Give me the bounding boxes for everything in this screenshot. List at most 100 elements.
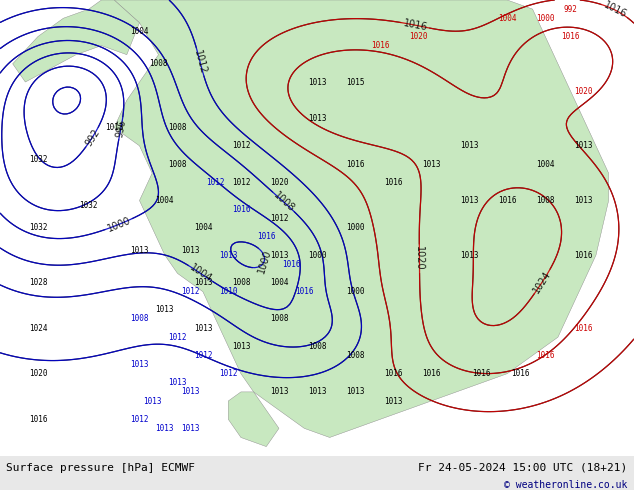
Text: 1013: 1013 bbox=[574, 196, 593, 205]
Text: 1012: 1012 bbox=[193, 351, 212, 360]
Text: 1008: 1008 bbox=[346, 351, 365, 360]
Text: 992: 992 bbox=[564, 4, 578, 14]
Text: 1020: 1020 bbox=[574, 87, 593, 96]
Text: 1008: 1008 bbox=[269, 315, 288, 323]
Text: 1016: 1016 bbox=[371, 41, 390, 50]
Text: 1013: 1013 bbox=[155, 305, 174, 315]
Text: 1008: 1008 bbox=[307, 342, 327, 351]
Text: 1004: 1004 bbox=[130, 27, 149, 36]
Text: 1000: 1000 bbox=[346, 287, 365, 296]
Text: 1015: 1015 bbox=[346, 77, 365, 87]
Text: 1013: 1013 bbox=[346, 388, 365, 396]
Text: 1016: 1016 bbox=[29, 415, 48, 424]
Text: 1008: 1008 bbox=[130, 315, 149, 323]
Text: 1013: 1013 bbox=[130, 360, 149, 369]
Text: 1012: 1012 bbox=[168, 333, 187, 342]
Text: 1012: 1012 bbox=[206, 178, 225, 187]
Text: 1013: 1013 bbox=[155, 424, 174, 433]
Text: 1013: 1013 bbox=[269, 388, 288, 396]
Text: 1016: 1016 bbox=[510, 369, 529, 378]
Text: 1028: 1028 bbox=[29, 278, 48, 287]
Text: 1032: 1032 bbox=[29, 155, 48, 164]
Text: 1012: 1012 bbox=[231, 178, 250, 187]
Text: 1008: 1008 bbox=[536, 196, 555, 205]
Text: 1020: 1020 bbox=[415, 246, 425, 271]
Text: 1013: 1013 bbox=[181, 246, 200, 255]
Text: 1016: 1016 bbox=[498, 196, 517, 205]
Text: 1012: 1012 bbox=[269, 214, 288, 223]
Text: 1016: 1016 bbox=[295, 287, 314, 296]
Text: 1004: 1004 bbox=[498, 14, 517, 23]
Text: 1024: 1024 bbox=[29, 323, 48, 333]
Text: 1016: 1016 bbox=[472, 369, 491, 378]
Text: 1000: 1000 bbox=[105, 215, 132, 234]
Text: 1013: 1013 bbox=[269, 251, 288, 260]
Text: 1013: 1013 bbox=[460, 196, 479, 205]
Text: 1000: 1000 bbox=[536, 14, 555, 23]
Text: 1016: 1016 bbox=[422, 369, 441, 378]
Text: 1012: 1012 bbox=[192, 49, 208, 75]
Text: 1013: 1013 bbox=[181, 424, 200, 433]
Text: Fr 24-05-2024 15:00 UTC (18+21): Fr 24-05-2024 15:00 UTC (18+21) bbox=[418, 463, 628, 473]
Text: 1016: 1016 bbox=[231, 205, 250, 214]
Text: 1016: 1016 bbox=[257, 232, 276, 242]
Text: 1008: 1008 bbox=[168, 123, 187, 132]
Text: 1013: 1013 bbox=[105, 123, 124, 132]
Text: 1008: 1008 bbox=[271, 190, 296, 214]
Text: 1013: 1013 bbox=[460, 251, 479, 260]
Text: 1016: 1016 bbox=[536, 351, 555, 360]
Text: 1013: 1013 bbox=[307, 77, 327, 87]
Text: 1004: 1004 bbox=[188, 263, 214, 285]
Text: 1008: 1008 bbox=[149, 59, 168, 68]
Text: 1012: 1012 bbox=[130, 415, 149, 424]
Text: 1013: 1013 bbox=[193, 278, 212, 287]
Text: 1032: 1032 bbox=[29, 223, 48, 232]
Text: 1016: 1016 bbox=[282, 260, 301, 269]
Text: 1016: 1016 bbox=[574, 323, 593, 333]
Text: 1013: 1013 bbox=[130, 246, 149, 255]
Text: 1013: 1013 bbox=[460, 141, 479, 150]
Text: 1004: 1004 bbox=[269, 278, 288, 287]
Text: 1020: 1020 bbox=[409, 32, 428, 41]
Text: 1016: 1016 bbox=[384, 369, 403, 378]
Text: 1016: 1016 bbox=[402, 18, 428, 32]
Text: 1020: 1020 bbox=[29, 369, 48, 378]
Text: 1013: 1013 bbox=[193, 323, 212, 333]
Text: 1013: 1013 bbox=[143, 396, 162, 406]
Text: 1004: 1004 bbox=[155, 196, 174, 205]
Text: 1016: 1016 bbox=[602, 0, 628, 20]
Text: 1008: 1008 bbox=[231, 278, 250, 287]
Text: © weatheronline.co.uk: © weatheronline.co.uk bbox=[504, 480, 628, 490]
Text: 996: 996 bbox=[114, 118, 127, 138]
Text: 1012: 1012 bbox=[231, 141, 250, 150]
Polygon shape bbox=[13, 0, 139, 82]
Polygon shape bbox=[228, 392, 279, 446]
Text: 1012: 1012 bbox=[219, 369, 238, 378]
Text: 1010: 1010 bbox=[219, 287, 238, 296]
Text: 1012: 1012 bbox=[181, 287, 200, 296]
Text: 1013: 1013 bbox=[219, 251, 238, 260]
Text: 1013: 1013 bbox=[181, 388, 200, 396]
Text: 1016: 1016 bbox=[346, 160, 365, 169]
Text: 1004: 1004 bbox=[536, 160, 555, 169]
Text: 1000: 1000 bbox=[307, 251, 327, 260]
Polygon shape bbox=[114, 0, 609, 438]
Text: 1016: 1016 bbox=[574, 251, 593, 260]
Text: 1013: 1013 bbox=[307, 114, 327, 123]
Text: 1013: 1013 bbox=[231, 342, 250, 351]
Text: 1008: 1008 bbox=[168, 160, 187, 169]
Text: 1013: 1013 bbox=[422, 160, 441, 169]
Text: 1016: 1016 bbox=[561, 32, 580, 41]
Text: 1013: 1013 bbox=[574, 141, 593, 150]
Text: 1000: 1000 bbox=[256, 248, 273, 274]
Text: Surface pressure [hPa] ECMWF: Surface pressure [hPa] ECMWF bbox=[6, 463, 195, 473]
Text: 1016: 1016 bbox=[384, 178, 403, 187]
Text: 1024: 1024 bbox=[531, 269, 553, 294]
Text: 992: 992 bbox=[83, 127, 101, 148]
Text: 1004: 1004 bbox=[193, 223, 212, 232]
Text: 1000: 1000 bbox=[346, 223, 365, 232]
Text: 1013: 1013 bbox=[307, 388, 327, 396]
Text: 1032: 1032 bbox=[79, 200, 98, 210]
Text: 1013: 1013 bbox=[168, 378, 187, 387]
Text: 1013: 1013 bbox=[384, 396, 403, 406]
